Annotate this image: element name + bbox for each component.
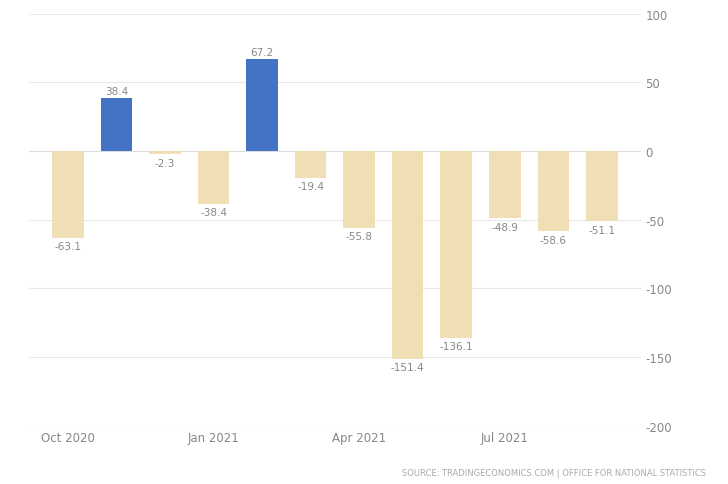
Text: -136.1: -136.1 — [440, 342, 473, 352]
Bar — [295, 151, 326, 178]
Bar — [246, 60, 278, 151]
Text: 67.2: 67.2 — [250, 47, 274, 58]
Bar — [537, 151, 569, 232]
Bar — [149, 151, 181, 155]
Text: SOURCE: TRADINGECONOMICS.COM | OFFICE FOR NATIONAL STATISTICS: SOURCE: TRADINGECONOMICS.COM | OFFICE FO… — [402, 468, 706, 477]
Text: -19.4: -19.4 — [297, 182, 324, 192]
Bar — [198, 151, 229, 204]
Bar — [489, 151, 521, 219]
Text: -63.1: -63.1 — [55, 242, 82, 252]
Bar — [52, 151, 84, 238]
Text: 38.4: 38.4 — [105, 87, 128, 97]
Text: -55.8: -55.8 — [346, 232, 373, 242]
Bar — [440, 151, 472, 338]
Text: -58.6: -58.6 — [539, 235, 567, 245]
Text: -38.4: -38.4 — [200, 208, 227, 218]
Bar — [344, 151, 375, 228]
Bar — [392, 151, 424, 359]
Text: -151.4: -151.4 — [391, 363, 424, 373]
Text: -51.1: -51.1 — [588, 225, 615, 235]
Text: -2.3: -2.3 — [155, 158, 175, 168]
Bar — [100, 99, 132, 151]
Bar — [586, 151, 617, 222]
Text: -48.9: -48.9 — [491, 222, 518, 232]
